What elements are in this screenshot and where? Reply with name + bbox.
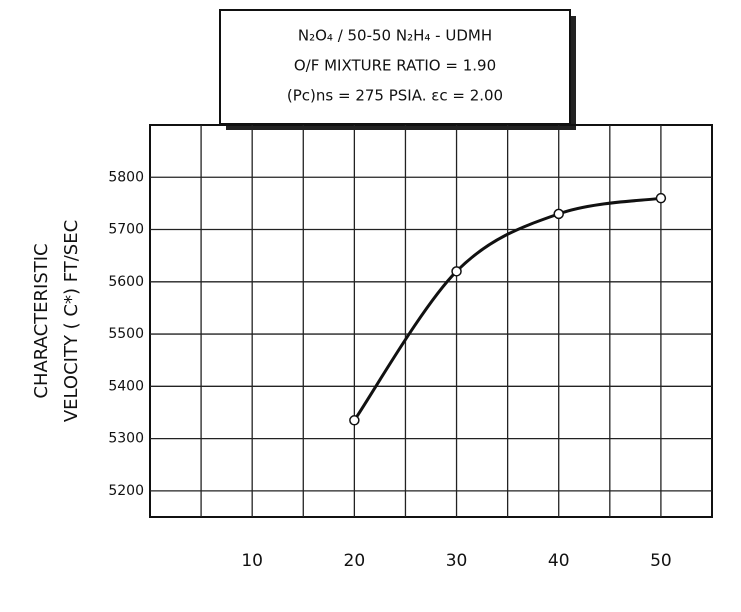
x-tick-label: 20: [344, 551, 366, 571]
y-tick-label: 5500: [108, 326, 144, 342]
plot-frame: [149, 124, 713, 518]
y-tick-label: 5400: [108, 378, 144, 394]
data-point: [451, 266, 462, 277]
y-axis-label: VELOCITY ( C*) FT/SEC: [61, 220, 82, 422]
x-tick-label: 50: [650, 551, 672, 571]
data-line: [353, 196, 662, 422]
title-line: O/F MIXTURE RATIO = 1.90: [294, 57, 496, 75]
x-tick-label: 10: [241, 551, 263, 571]
y-tick-label: 5200: [108, 483, 144, 499]
y-tick-label: 5600: [108, 274, 144, 290]
y-tick-label: 5300: [108, 431, 144, 447]
data-point: [349, 415, 360, 426]
title-line: (Pc)ns = 275 PSIA. εc = 2.00: [287, 87, 503, 105]
y-tick-label: 5700: [108, 222, 144, 238]
x-tick-label: 30: [446, 551, 468, 571]
data-point: [655, 192, 667, 204]
y-tick-label: 5800: [108, 169, 144, 185]
title-line: N₂O₄ / 50-50 N₂H₄ - UDMH: [298, 27, 492, 45]
title-box: [219, 9, 571, 125]
y-axis-label: CHARACTERISTIC: [31, 243, 52, 398]
x-tick-label: 40: [548, 551, 570, 571]
data-point: [553, 208, 564, 220]
